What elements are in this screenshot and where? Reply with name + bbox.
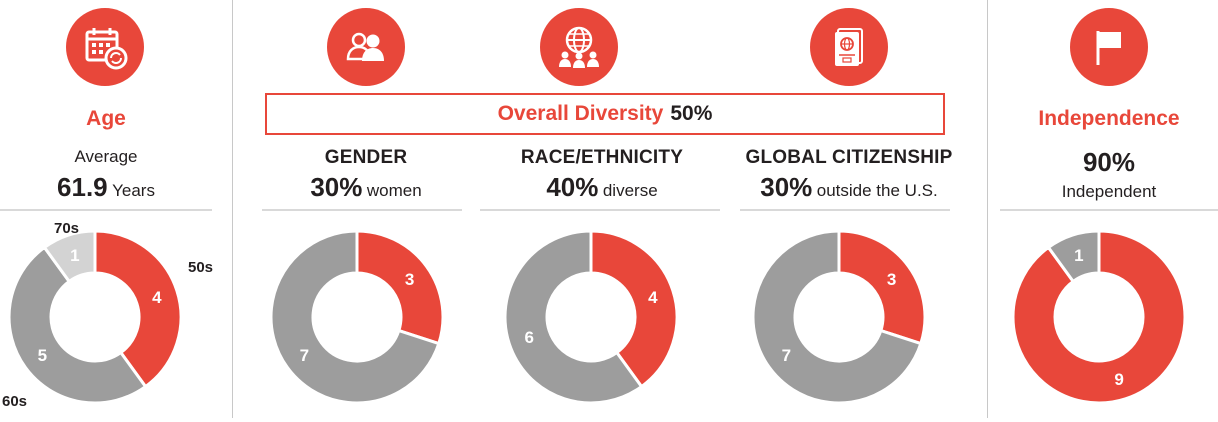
citizenship-desc: outside the U.S. [816,181,938,200]
calendar-refresh-icon [85,28,128,70]
race-badge [540,8,618,86]
independence-value: 90% [1082,147,1136,177]
independence-title: Independence [1038,107,1180,130]
age-slice-label-0: 4 [152,288,162,307]
independence-desc: Independent [1061,182,1157,201]
rule-race [480,209,720,211]
race-slice-label-0: 4 [648,288,658,307]
independence-slice-label-1: 1 [1074,246,1083,265]
citizenship-slice-label-1: 7 [782,346,791,365]
age-slice-2 [42,229,97,284]
overall-diversity-value: 50% [670,102,713,125]
citizenship-slice-0 [837,229,927,346]
race-slice-0 [589,229,679,389]
race-value-line: 40% diverse [492,172,712,203]
citizenship-donut-chart: 37 [751,229,927,405]
independence-slice-label-0: 9 [1114,370,1123,389]
rule-citizenship [740,209,950,211]
race-slice-label-1: 6 [524,328,533,347]
age-label-60s: 60s [2,393,28,410]
globe-people-icon [559,26,599,68]
age-slice-label-1: 5 [38,346,47,365]
gender-heading: GENDER [324,147,408,168]
age-slice-1 [7,245,148,405]
independence-badge [1070,8,1148,86]
citizenship-slice-1 [751,229,923,405]
gender-slice-label-0: 3 [405,270,414,289]
age-value: 61.9 [57,172,108,202]
independence-slice-0 [1011,229,1187,405]
rule-independence [1000,209,1218,211]
overall-diversity-label: Overall Diversity [497,102,664,125]
age-average-label: Average [74,147,138,166]
race-slice-1 [503,229,644,405]
age-title: Age [86,107,126,130]
citizenship-value: 30% [760,172,813,202]
age-donut-chart: 4 5 1 [7,229,183,405]
gender-slice-label-1: 7 [300,346,309,365]
passport-icon [835,28,863,66]
citizenship-badge [810,8,888,86]
gender-value: 30% [310,172,363,202]
people-icon [346,32,384,61]
age-value-line: 61.9 Years [0,172,212,203]
independence-slice-1 [1046,229,1101,284]
age-slice-label-2: 1 [70,246,79,265]
race-desc: diverse [602,181,658,200]
age-label-70s: 70s [54,220,80,237]
race-donut-chart: 46 [503,229,679,405]
age-label-50s: 50s [188,259,214,276]
gender-donut-chart: 37 [269,229,445,405]
gender-value-line: 30% women [266,172,466,203]
age-slice-0 [93,229,183,389]
gender-badge [327,8,405,86]
citizenship-value-line: 30% outside the U.S. [724,172,974,203]
race-value: 40% [546,172,599,202]
citizenship-slice-label-0: 3 [887,270,896,289]
gender-slice-1 [269,229,441,405]
divider-right [987,0,988,418]
rule-gender [262,209,462,211]
gender-desc: women [366,181,422,200]
divider-left [232,0,233,418]
flag-icon [1096,31,1121,65]
independence-donut-chart: 91 [1011,229,1187,405]
overall-diversity-box: Overall Diversity 50% [265,93,945,135]
gender-slice-0 [355,229,445,346]
citizenship-heading: GLOBAL CITIZENSHIP [745,147,953,168]
race-heading: RACE/ETHNICITY [520,147,684,168]
rule-age [0,209,212,211]
age-badge [66,8,144,86]
age-unit: Years [112,181,155,200]
